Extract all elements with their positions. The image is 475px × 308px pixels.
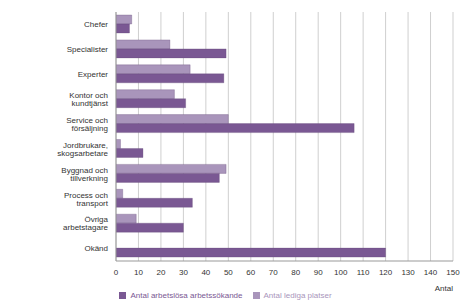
svg-text:140: 140 (424, 268, 438, 277)
svg-text:Byggnad ochtillverkning: Byggnad ochtillverkning (61, 166, 108, 183)
svg-text:130: 130 (401, 268, 415, 277)
html-text:Antal arbetslösa arbetssökande: Antal arbetslösa arbetssökande (130, 291, 243, 300)
svg-text:50: 50 (224, 268, 233, 277)
svg-text:60: 60 (246, 268, 255, 277)
svg-text:Kontor ochkundtjänst: Kontor ochkundtjänst (69, 91, 108, 108)
svg-text:70: 70 (269, 268, 278, 277)
svg-text:Process ochtransport: Process ochtransport (64, 191, 109, 208)
svg-text:110: 110 (357, 268, 370, 277)
svg-text:Chefer: Chefer (84, 20, 108, 29)
svg-text:90: 90 (314, 268, 323, 277)
svg-text:80: 80 (291, 268, 300, 277)
svg-text:20: 20 (156, 268, 165, 277)
svg-text:Service ochförsäljning: Service ochförsäljning (66, 116, 108, 133)
svg-text:Specialister: Specialister (67, 45, 109, 54)
svg-text:10: 10 (134, 268, 143, 277)
svg-text:Övrigaarbetstagare: Övrigaarbetstagare (63, 215, 108, 232)
svg-text:Antal: Antal (435, 284, 453, 293)
svg-text:100: 100 (334, 268, 348, 277)
svg-text:0: 0 (114, 268, 119, 277)
svg-text:150: 150 (446, 268, 460, 277)
svg-text:Jordbrukare,skogsarbetare: Jordbrukare,skogsarbetare (57, 141, 108, 158)
svg-text:30: 30 (179, 268, 188, 277)
svg-text:120: 120 (379, 268, 393, 277)
html-text:Antal lediga platser: Antal lediga platser (263, 291, 332, 300)
svg-text:40: 40 (201, 268, 210, 277)
svg-text:Okänd: Okänd (84, 244, 108, 253)
svg-text:Experter: Experter (78, 70, 109, 79)
